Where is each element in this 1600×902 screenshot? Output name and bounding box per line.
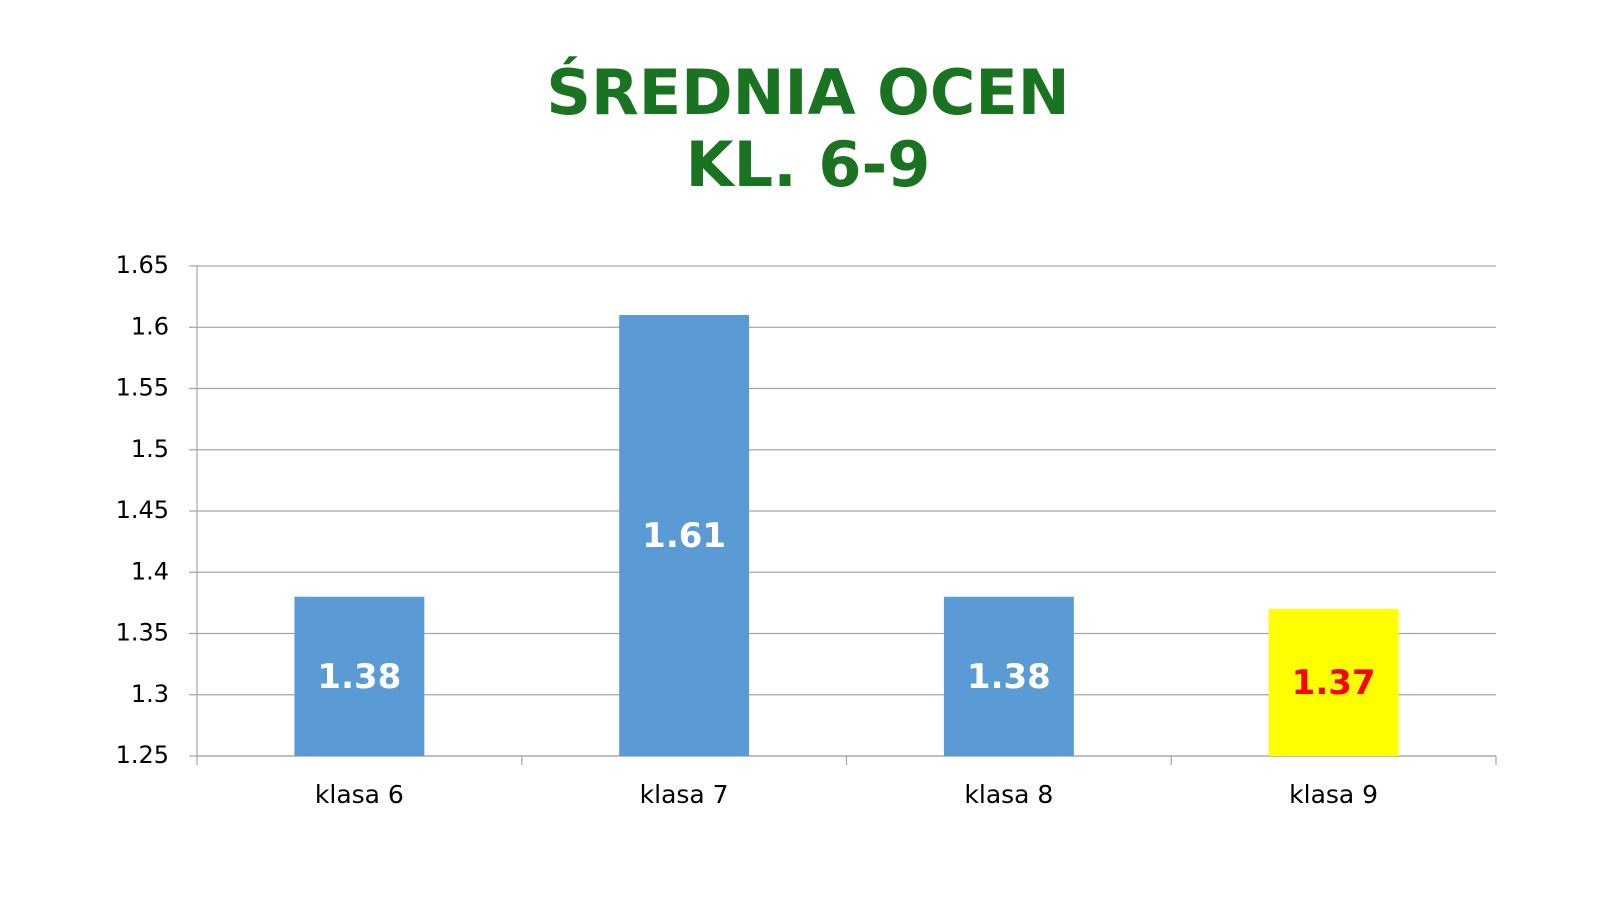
data-label: 1.38 bbox=[967, 657, 1051, 697]
x-tick-label: klasa 9 bbox=[1289, 780, 1378, 809]
y-tick-label: 1.45 bbox=[116, 496, 169, 524]
bar bbox=[943, 596, 1074, 756]
y-tick-label: 1.25 bbox=[116, 741, 169, 769]
x-tick-label: klasa 6 bbox=[315, 780, 404, 809]
y-tick-label: 1.65 bbox=[116, 251, 169, 279]
bar bbox=[1268, 609, 1399, 756]
x-tick-label: klasa 8 bbox=[964, 780, 1053, 809]
y-tick-label: 1.35 bbox=[116, 619, 169, 647]
y-tick-label: 1.5 bbox=[131, 435, 169, 463]
y-tick-label: 1.6 bbox=[131, 312, 169, 340]
chart-title: KL. 6-9 bbox=[686, 128, 931, 201]
chart-title: ŚREDNIA OCEN bbox=[546, 56, 1069, 129]
y-tick-label: 1.4 bbox=[131, 557, 169, 585]
y-tick-label: 1.55 bbox=[116, 374, 169, 402]
x-tick-label: klasa 7 bbox=[640, 780, 729, 809]
data-label: 1.61 bbox=[642, 516, 726, 556]
y-tick-label: 1.3 bbox=[131, 680, 169, 708]
data-label: 1.38 bbox=[317, 657, 401, 697]
bar bbox=[619, 315, 750, 756]
bar bbox=[294, 596, 425, 756]
data-label: 1.37 bbox=[1292, 663, 1376, 703]
